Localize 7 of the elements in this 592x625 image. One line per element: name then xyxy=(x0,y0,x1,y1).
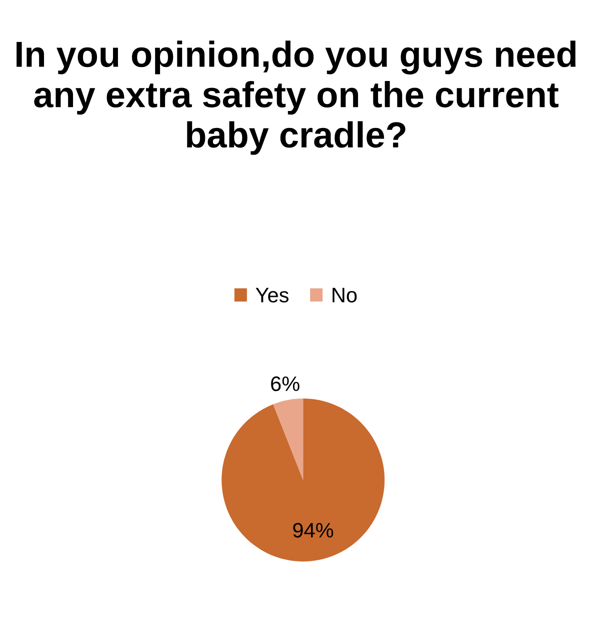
pie-slice xyxy=(273,398,304,480)
legend-label: No xyxy=(332,288,357,302)
chart-title: In you opinion,do you guys need any extra safety on the current baby cradle? xyxy=(16,40,576,155)
data-label: 94% xyxy=(293,522,334,538)
legend-label: Yes xyxy=(256,288,289,302)
data-label: 6% xyxy=(271,376,300,392)
pie-slice xyxy=(222,398,385,562)
